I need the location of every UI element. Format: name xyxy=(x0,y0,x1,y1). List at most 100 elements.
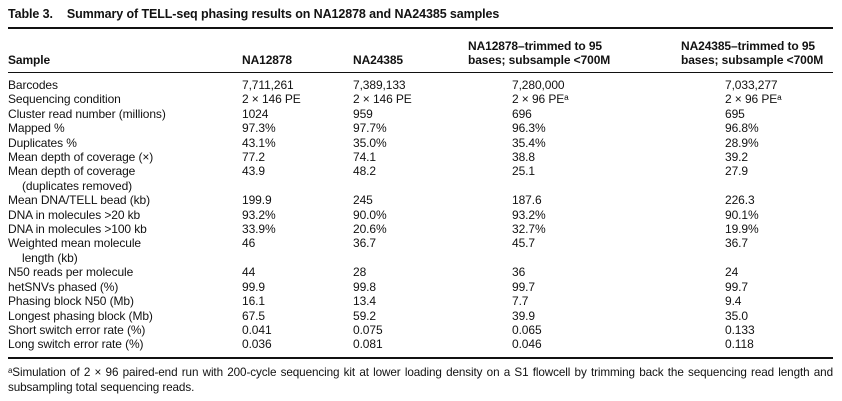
value-na12878: 67.5 xyxy=(242,308,265,323)
value-na12878: 7,711,261 xyxy=(242,78,294,92)
table-title: Table 3. Summary of TELL-seq phasing resu… xyxy=(8,5,833,29)
value-na24385-trimmed: 0.133 xyxy=(725,322,755,337)
table-row: hetSNVs phased (%) 99.9 99.8 99.7 99.7 xyxy=(8,280,833,294)
value-na24385: 99.8 xyxy=(353,279,376,294)
value-na24385-trimmed: 695 xyxy=(725,106,745,121)
row-label: Mapped % xyxy=(8,121,65,136)
column-header-sample: Sample xyxy=(8,29,242,73)
value-na24385: 0.075 xyxy=(353,322,383,337)
value-na24385-trimmed: 96.8% xyxy=(725,121,759,136)
value-na24385: 245 xyxy=(353,193,373,208)
table-row: Cluster read number (millions) 1024 959 … xyxy=(8,107,833,121)
row-label: hetSNVs phased (%) xyxy=(8,279,119,294)
value-na12878: 93.2% xyxy=(242,207,276,222)
value-na24385-trimmed: 19.9% xyxy=(725,222,759,237)
value-na12878: 199.9 xyxy=(242,193,272,208)
value-na24385: 0.081 xyxy=(353,337,468,359)
value-na12878-trimmed: 96.3% xyxy=(512,121,546,136)
row-label: Mean DNA/TELL bead (kb) xyxy=(8,193,150,208)
value-na12878: 43.1% xyxy=(242,135,276,150)
table-row: Short switch error rate (%) 0.041 0.075 … xyxy=(8,323,833,337)
table-row: Mean DNA/TELL bead (kb) 199.9 245 187.6 … xyxy=(8,193,833,207)
table-row: Long switch error rate (%) 0.036 0.081 0… xyxy=(8,337,833,359)
value-na24385-trimmed: 27.9 xyxy=(725,164,748,179)
row-label: Mean depth of coverage (×) xyxy=(8,150,154,165)
row-label: Weighted mean molecule length (kb) xyxy=(8,236,141,265)
table-row: Mean depth of coverage (duplicates remove… xyxy=(8,164,833,193)
value-na24385-trimmed: 39.2 xyxy=(725,150,748,165)
table-header: Sample NA12878 NA24385 NA12878–trimmed t… xyxy=(8,29,833,73)
value-na24385-trimmed: 2 × 96 PEᵃ xyxy=(725,92,782,107)
value-na12878-trimmed: 25.1 xyxy=(512,164,535,179)
value-na24385-trimmed: 0.118 xyxy=(681,337,833,359)
column-header-na12878-trimmed: NA12878–trimmed to 95 bases; subsample <… xyxy=(468,29,681,73)
table-row: Barcodes 7,711,261 7,389,133 7,280,000 7… xyxy=(8,73,833,93)
table-row: N50 reads per molecule 44 28 36 24 xyxy=(8,265,833,279)
value-na12878-trimmed: 39.9 xyxy=(512,308,535,323)
value-na24385: 97.7% xyxy=(353,121,387,136)
row-label: Barcodes xyxy=(8,78,58,92)
value-na24385-trimmed: 99.7 xyxy=(725,279,748,294)
table-row: DNA in molecules >20 kb 93.2% 90.0% 93.2… xyxy=(8,208,833,222)
row-label: DNA in molecules >20 kb xyxy=(8,207,141,222)
row-label: Longest phasing block (Mb) xyxy=(8,308,153,323)
table-row: Weighted mean molecule length (kb) 46 36.… xyxy=(8,236,833,265)
value-na12878: 33.9% xyxy=(242,222,276,237)
value-na24385-trimmed: 35.0 xyxy=(725,308,748,323)
value-na12878-trimmed: 35.4% xyxy=(512,135,546,150)
table-row: Phasing block N50 (Mb) 16.1 13.4 7.7 9.4 xyxy=(8,294,833,308)
table-footnote: ᵃSimulation of 2 × 96 paired-end run wit… xyxy=(8,365,833,395)
value-na12878: 1024 xyxy=(242,106,269,121)
row-label: Sequencing condition xyxy=(8,92,121,107)
row-label: N50 reads per molecule xyxy=(8,265,134,280)
value-na24385: 35.0% xyxy=(353,135,387,150)
value-na12878-trimmed: 45.7 xyxy=(512,236,535,251)
column-header-na24385: NA24385 xyxy=(353,29,468,73)
value-na24385-trimmed: 9.4 xyxy=(725,294,742,309)
row-label: Cluster read number (millions) xyxy=(8,106,166,121)
value-na24385-trimmed: 7,033,277 xyxy=(725,78,778,92)
value-na24385: 7,389,133 xyxy=(353,78,406,92)
table-row: DNA in molecules >100 kb 33.9% 20.6% 32.… xyxy=(8,222,833,236)
table-row: Mapped % 97.3% 97.7% 96.3% 96.8% xyxy=(8,121,833,135)
value-na24385: 74.1 xyxy=(353,150,376,165)
value-na12878-trimmed: 38.8 xyxy=(512,150,535,165)
value-na24385: 36.7 xyxy=(353,236,376,251)
table-body: Barcodes 7,711,261 7,389,133 7,280,000 7… xyxy=(8,73,833,359)
value-na12878-trimmed: 32.7% xyxy=(512,222,546,237)
value-na24385: 20.6% xyxy=(353,222,387,237)
value-na24385: 2 × 146 PE xyxy=(353,92,412,107)
value-na24385: 959 xyxy=(353,106,373,121)
table-row: Mean depth of coverage (×) 77.2 74.1 38.… xyxy=(8,150,833,164)
value-na12878-trimmed: 187.6 xyxy=(512,193,542,208)
value-na24385-trimmed: 36.7 xyxy=(725,236,748,251)
value-na24385: 90.0% xyxy=(353,207,387,222)
value-na12878-trimmed: 696 xyxy=(512,106,532,121)
value-na12878-trimmed: 7.7 xyxy=(512,294,529,309)
value-na12878-trimmed: 7,280,000 xyxy=(512,78,565,92)
row-label: Phasing block N50 (Mb) xyxy=(8,294,134,309)
table-row: Longest phasing block (Mb) 67.5 59.2 39.… xyxy=(8,309,833,323)
value-na12878: 0.041 xyxy=(242,322,272,337)
value-na12878: 16.1 xyxy=(242,294,265,309)
value-na24385: 59.2 xyxy=(353,308,376,323)
value-na24385-trimmed: 90.1% xyxy=(725,207,759,222)
value-na12878: 99.9 xyxy=(242,279,265,294)
value-na12878-trimmed: 2 × 96 PEᵃ xyxy=(512,92,569,107)
value-na12878: 46 xyxy=(242,236,256,251)
row-label: DNA in molecules >100 kb xyxy=(8,222,147,237)
value-na12878-trimmed: 93.2% xyxy=(512,207,546,222)
value-na12878: 97.3% xyxy=(242,121,276,136)
table-row: Sequencing condition 2 × 146 PE 2 × 146 … xyxy=(8,92,833,106)
row-label: Long switch error rate (%) xyxy=(8,337,242,359)
value-na12878-trimmed: 36 xyxy=(512,265,526,280)
row-label: Short switch error rate (%) xyxy=(8,322,146,337)
column-header-na24385-trimmed: NA24385–trimmed to 95 bases; subsample <… xyxy=(681,29,833,73)
value-na12878: 43.9 xyxy=(242,164,265,179)
table-row: Duplicates % 43.1% 35.0% 35.4% 28.9% xyxy=(8,136,833,150)
value-na24385: 48.2 xyxy=(353,164,376,179)
row-label: Duplicates % xyxy=(8,135,77,150)
value-na12878: 44 xyxy=(242,265,256,280)
results-table: Sample NA12878 NA24385 NA12878–trimmed t… xyxy=(8,29,833,359)
value-na24385: 13.4 xyxy=(353,294,376,309)
